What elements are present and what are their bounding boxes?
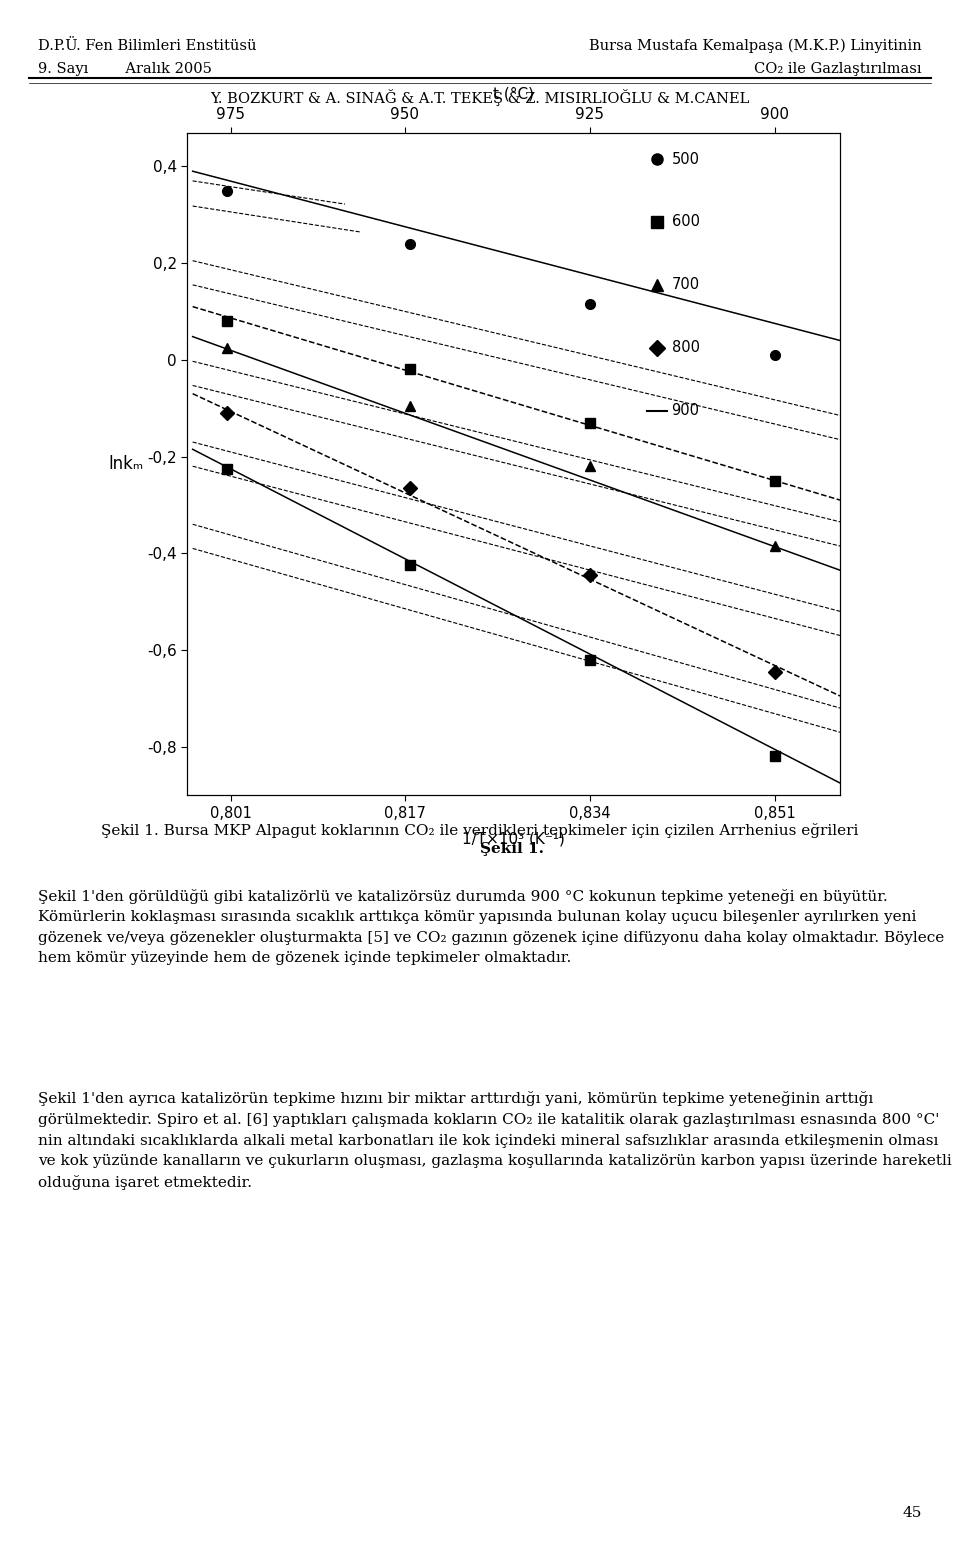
Text: 600: 600	[672, 215, 700, 229]
Text: 900: 900	[672, 404, 700, 418]
Text: Şekil 1'den ayrıca katalizörün tepkime hızını bir miktar arttırdığı yani, kömürü: Şekil 1'den ayrıca katalizörün tepkime h…	[38, 1091, 952, 1191]
Text: Y. BOZKURT & A. SINAĞ & A.T. TEKEŞ & Z. MISIRLIOĞLU & M.CANEL: Y. BOZKURT & A. SINAĞ & A.T. TEKEŞ & Z. …	[210, 89, 750, 106]
Text: Bursa Mustafa Kemalpaşa (M.K.P.) Linyitinin: Bursa Mustafa Kemalpaşa (M.K.P.) Linyiti…	[588, 39, 922, 53]
Text: 700: 700	[672, 278, 700, 293]
Text: 45: 45	[902, 1506, 922, 1520]
Text: Şekil 1.: Şekil 1.	[480, 842, 544, 856]
X-axis label: 1/T×10³ (K⁻¹): 1/T×10³ (K⁻¹)	[462, 831, 565, 847]
Y-axis label: lnkₘ: lnkₘ	[108, 455, 144, 472]
X-axis label: t (°C): t (°C)	[493, 87, 534, 101]
Text: 500: 500	[672, 151, 700, 167]
Text: 9. Sayı        Aralık 2005: 9. Sayı Aralık 2005	[38, 62, 212, 76]
Text: 800: 800	[672, 340, 700, 355]
Text: Şekil 1'den görüldüğü gibi katalizörlü ve katalizörsüz durumda 900 °C kokunun te: Şekil 1'den görüldüğü gibi katalizörlü v…	[38, 889, 945, 965]
Text: D.P.Ü. Fen Bilimleri Enstitüsü: D.P.Ü. Fen Bilimleri Enstitüsü	[38, 39, 257, 53]
Text: CO₂ ile Gazlaştırılması: CO₂ ile Gazlaştırılması	[754, 62, 922, 76]
Text: Şekil 1. Bursa MKP Alpagut koklarının CO₂ ile verdikleri tepkimeler için çizilen: Şekil 1. Bursa MKP Alpagut koklarının CO…	[102, 823, 858, 837]
